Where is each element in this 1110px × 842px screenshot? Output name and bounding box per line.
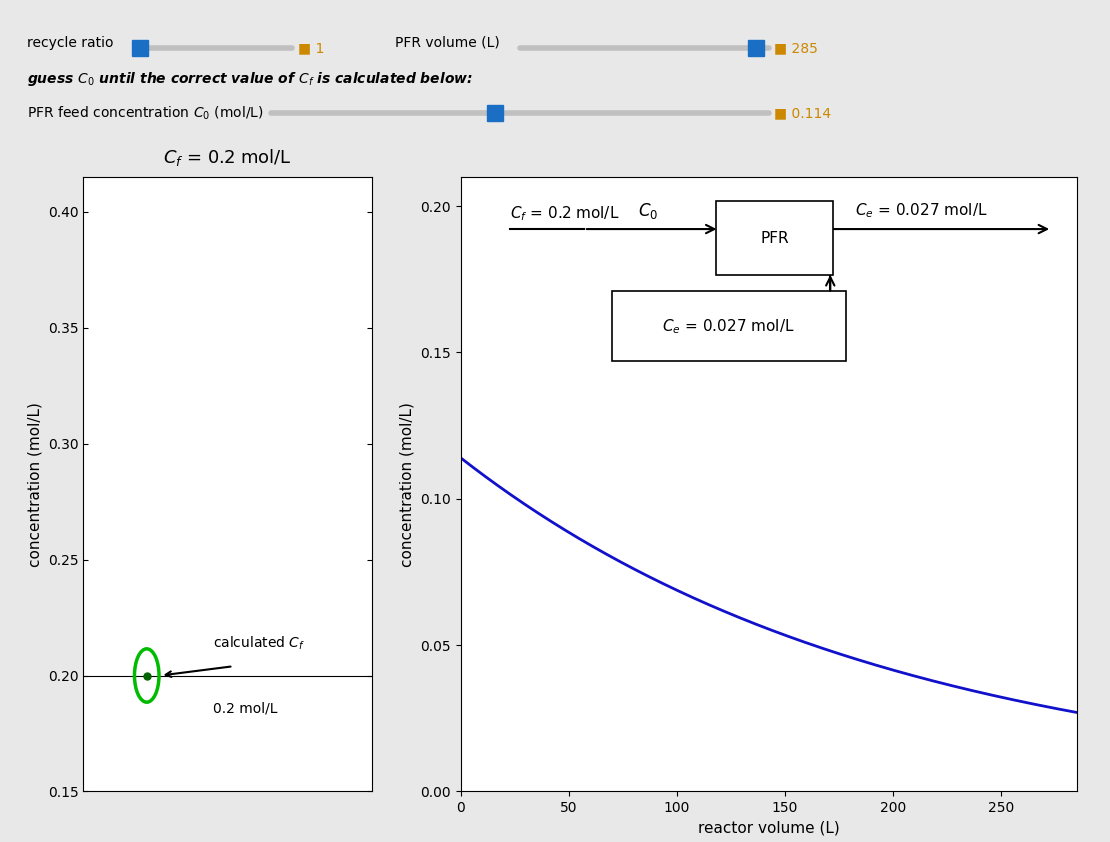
Text: $C_e$ = 0.027 mol/L: $C_e$ = 0.027 mol/L — [855, 201, 988, 220]
Text: $C_0$: $C_0$ — [638, 200, 658, 221]
Text: ■ 1: ■ 1 — [297, 41, 324, 56]
Y-axis label: concentration (mol/L): concentration (mol/L) — [27, 402, 42, 567]
Text: PFR feed concentration $C_0$ (mol/L): PFR feed concentration $C_0$ (mol/L) — [28, 104, 264, 122]
Text: $C_e$ = 0.027 mol/L: $C_e$ = 0.027 mol/L — [663, 317, 795, 335]
FancyBboxPatch shape — [716, 201, 834, 275]
Y-axis label: concentration (mol/L): concentration (mol/L) — [400, 402, 415, 567]
Text: guess $C_0$ until the correct value of $C_f$ is calculated below:: guess $C_0$ until the correct value of $… — [28, 70, 473, 88]
Text: ■ 285: ■ 285 — [774, 41, 818, 56]
FancyBboxPatch shape — [612, 290, 846, 361]
Title: $C_f$ = 0.2 mol/L: $C_f$ = 0.2 mol/L — [163, 147, 292, 168]
Text: ■ 0.114: ■ 0.114 — [774, 106, 831, 120]
X-axis label: reactor volume (L): reactor volume (L) — [698, 821, 839, 836]
Text: recycle ratio: recycle ratio — [28, 35, 114, 50]
Text: calculated $C_f$: calculated $C_f$ — [213, 635, 305, 653]
Text: 0.2 mol/L: 0.2 mol/L — [213, 701, 278, 715]
Text: $C_f$ = 0.2 mol/L: $C_f$ = 0.2 mol/L — [509, 205, 619, 223]
Text: PFR: PFR — [760, 231, 789, 246]
Text: PFR volume (L): PFR volume (L) — [395, 35, 500, 50]
